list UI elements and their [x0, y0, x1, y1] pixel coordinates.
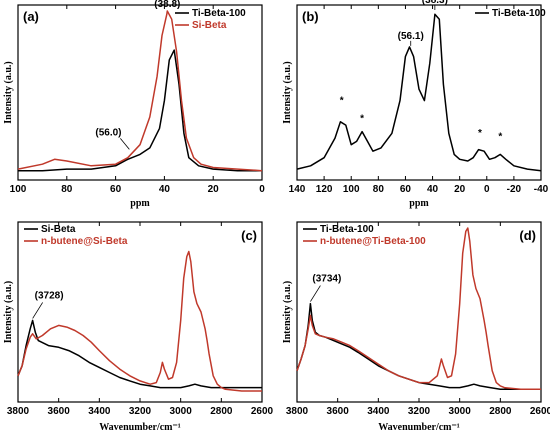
plot-frame	[296, 4, 542, 181]
x-tick-label: 40	[159, 184, 171, 195]
x-tick-label: 20	[454, 184, 466, 195]
annotation-label: (38.3)	[422, 0, 448, 6]
panel-label: (a)	[23, 9, 39, 24]
x-tick-label: 100	[343, 184, 360, 195]
annotation-asterisk: *	[360, 113, 364, 124]
x-tick-label: 2800	[489, 406, 512, 417]
x-tick-label: 3200	[129, 406, 152, 417]
x-tick-label: 2600	[530, 406, 550, 417]
plot-frame	[17, 4, 263, 181]
x-tick-label: 3400	[367, 406, 390, 417]
series-line	[18, 49, 262, 172]
annotation-label: (3734)	[312, 274, 341, 285]
x-tick-label: 40	[427, 184, 439, 195]
legend-label: Ti-Beta-100	[492, 8, 546, 19]
x-tick-label: 80	[61, 184, 73, 195]
x-tick-label: 60	[110, 184, 122, 195]
annotation-asterisk: *	[498, 131, 502, 142]
annotation-label: (56.0)	[95, 127, 121, 138]
x-tick-label: 3000	[170, 406, 193, 417]
series-line	[17, 10, 263, 172]
y-axis-label: Intensity (a.u.)	[3, 281, 14, 344]
panel-label: (c)	[241, 228, 257, 243]
series-line	[17, 319, 262, 389]
x-tick-label: 2600	[251, 406, 274, 417]
x-axis-label: ppm	[130, 198, 150, 209]
panel-label: (b)	[302, 9, 319, 24]
annotation-asterisk: *	[478, 128, 482, 139]
legend-label: Ti-Beta-100	[192, 8, 246, 19]
x-tick-label: 3600	[48, 406, 71, 417]
annotation-asterisk: *	[340, 96, 344, 107]
x-axis-label: Wavenumber/cm⁻¹	[378, 422, 460, 433]
x-tick-label: 60	[400, 184, 412, 195]
legend-label: n-butene@Si-Beta	[41, 236, 128, 247]
legend-label: Si-Beta	[192, 20, 227, 31]
x-tick-label: 120	[316, 184, 333, 195]
x-tick-label: 3400	[88, 406, 111, 417]
y-axis-label: Intensity (a.u.)	[282, 281, 293, 344]
x-tick-label: 0	[484, 184, 490, 195]
x-tick-label: -20	[507, 184, 522, 195]
x-tick-label: 80	[373, 184, 385, 195]
annotation-pointer	[32, 302, 43, 319]
y-axis-label: Intensity (a.u.)	[3, 61, 14, 124]
plot-frame	[296, 221, 542, 403]
x-axis-label: Wavenumber/cm⁻¹	[99, 422, 181, 433]
x-tick-label: 100	[10, 184, 27, 195]
annotation-label: (38.8)	[154, 0, 180, 10]
y-axis-label: Intensity (a.u.)	[282, 61, 293, 124]
annotation-label: (3728)	[35, 290, 64, 301]
annotation-pointer	[310, 285, 321, 302]
x-tick-label: 3800	[286, 406, 309, 417]
panel-label: (d)	[519, 228, 536, 243]
x-tick-label: 3600	[327, 406, 350, 417]
x-tick-label: 2800	[210, 406, 233, 417]
x-tick-label: 3200	[408, 406, 431, 417]
annotation-label: (56.1)	[398, 31, 424, 42]
x-tick-label: -40	[534, 184, 549, 195]
annotation-pointer	[120, 138, 130, 150]
series-line	[17, 250, 262, 392]
series-line	[296, 302, 541, 391]
x-tick-label: 0	[259, 184, 265, 195]
x-tick-label: 3000	[449, 406, 472, 417]
legend-label: Si-Beta	[41, 224, 76, 235]
legend-label: n-butene@Ti-Beta-100	[320, 236, 426, 247]
plot-frame	[17, 221, 263, 403]
x-tick-label: 140	[289, 184, 306, 195]
series-line	[296, 227, 541, 391]
x-tick-label: 3800	[7, 406, 30, 417]
legend-label: Ti-Beta-100	[320, 224, 374, 235]
x-tick-label: 20	[208, 184, 220, 195]
series-line	[296, 13, 542, 172]
x-axis-label: ppm	[409, 198, 429, 209]
